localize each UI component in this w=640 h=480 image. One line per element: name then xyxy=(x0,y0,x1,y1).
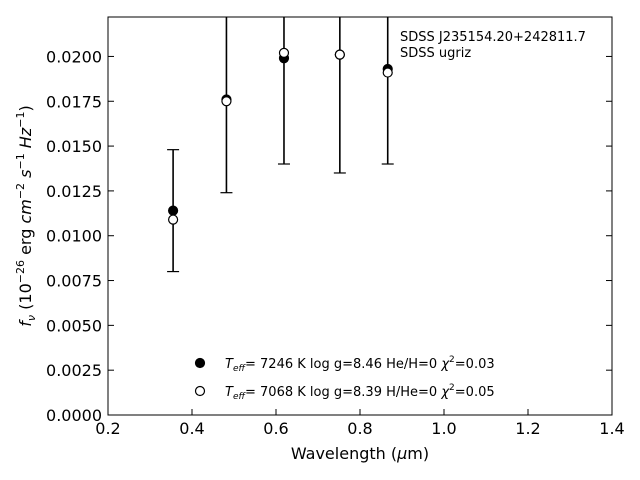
legend-marker-filled xyxy=(194,357,206,369)
data-series xyxy=(168,47,393,225)
y-tick-label-5: 0.0125 xyxy=(46,182,102,201)
y-tick-label-6: 0.0150 xyxy=(46,137,102,156)
y-tick-label-0: 0.0000 xyxy=(46,406,102,425)
series-1-point-2 xyxy=(278,47,290,58)
x-tick-label-4: 1.0 xyxy=(431,419,456,438)
legend: Teff= 7246 K log g=8.46 He/H=0 χ2=0.03 T… xyxy=(194,355,495,402)
y-tick-label-4: 0.0100 xyxy=(46,227,102,246)
annotation-line-0: SDSS J235154.20+242811.7 xyxy=(400,30,586,45)
x-tick-label-0: 0.2 xyxy=(95,419,120,438)
y-tick-label-8: 0.0200 xyxy=(46,47,102,66)
series-1-point-0 xyxy=(168,214,179,225)
y-tick-label-1: 0.0025 xyxy=(46,361,102,380)
y-tick-label-7: 0.0175 xyxy=(46,92,102,111)
y-tick-label-2: 0.0050 xyxy=(46,316,102,335)
legend-entry-1: Teff= 7068 K log g=8.39 H/He=0 χ2=0.05 xyxy=(225,383,495,402)
series-1-point-4 xyxy=(382,67,393,78)
series-1-point-1 xyxy=(221,96,232,107)
legend-entry-0: Teff= 7246 K log g=8.46 He/H=0 χ2=0.03 xyxy=(225,355,495,374)
x-tick-label-3: 0.8 xyxy=(347,419,372,438)
series-0-point-0 xyxy=(168,205,179,216)
x-tick-label-5: 1.2 xyxy=(515,419,540,438)
y-tick-label-3: 0.0075 xyxy=(46,272,102,291)
y-axis-ticks: 0.0000 0.0025 0.0050 0.0075 0.0100 0.0125 0.01… xyxy=(46,47,612,425)
x-tick-label-1: 0.4 xyxy=(179,419,204,438)
annotation-line-1: SDSS ugriz xyxy=(400,46,471,61)
x-tick-label-6: 1.4 xyxy=(599,419,624,438)
x-tick-label-2: 0.6 xyxy=(263,419,288,438)
legend-marker-open xyxy=(194,385,206,397)
y-axis-label: fν (10−26 erg cm−2 s−1 Hz−1) xyxy=(14,105,38,326)
series-1-point-3 xyxy=(334,49,345,60)
x-axis-ticks: 0.2 0.4 0.6 0.8 1.0 1.2 1.4 xyxy=(95,409,625,438)
x-axis-label: Wavelength (μm) xyxy=(291,444,429,463)
